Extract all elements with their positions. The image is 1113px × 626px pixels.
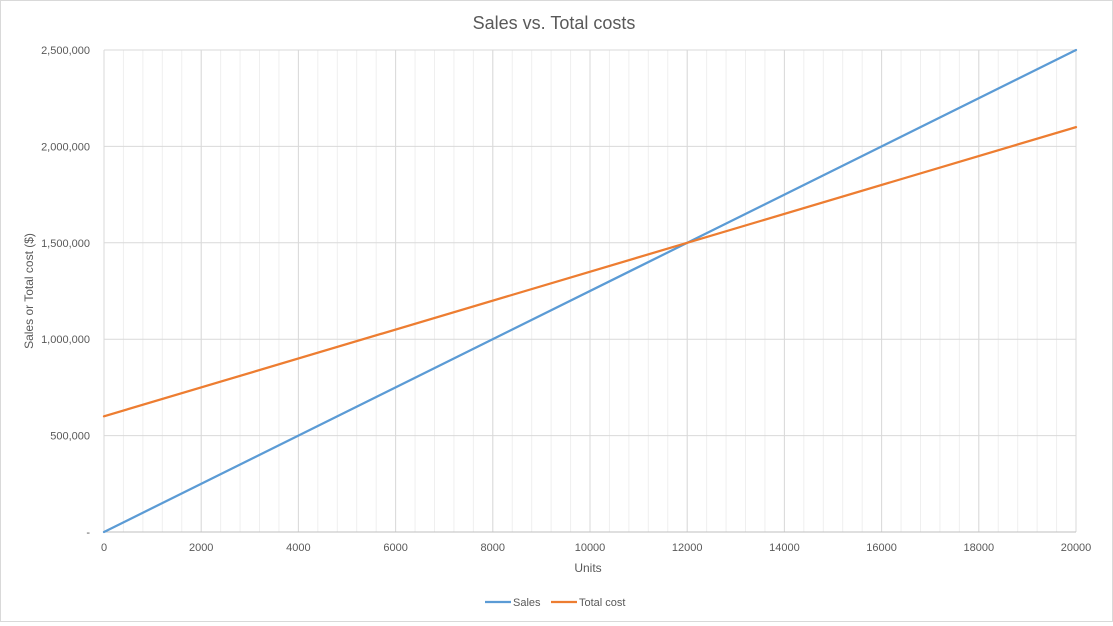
y-tick-label: 1,000,000 xyxy=(41,334,90,346)
tick-labels: 0 2000 4000 6000 8000 10000 12000 14000 16000 180… xyxy=(41,45,1091,554)
x-tick-label: 18000 xyxy=(964,542,995,554)
x-tick-label: 4000 xyxy=(286,542,310,554)
legend: Sales Total cost xyxy=(485,597,625,609)
legend-item-sales: Sales xyxy=(485,597,541,609)
y-tick-label: 2,500,000 xyxy=(41,45,90,57)
series-line-total-cost xyxy=(102,125,1078,418)
y-tick-label: - xyxy=(86,527,90,539)
x-tick-label: 14000 xyxy=(769,542,800,554)
y-tick-label: 1,500,000 xyxy=(41,238,90,250)
y-tick-label: 500,000 xyxy=(50,431,90,443)
series-lines xyxy=(102,48,1078,534)
x-tick-label: 6000 xyxy=(383,542,407,554)
chart-title: Sales vs. Total costs xyxy=(473,13,636,33)
gridlines xyxy=(103,49,1077,533)
x-tick-label: 0 xyxy=(101,542,107,554)
series-line-sales xyxy=(102,48,1078,534)
x-tick-label: 10000 xyxy=(575,542,606,554)
y-axis-title: Sales or Total cost ($) xyxy=(22,233,36,349)
legend-label: Sales xyxy=(513,597,541,609)
x-tick-label: 8000 xyxy=(481,542,505,554)
legend-item-total-cost: Total cost xyxy=(551,597,625,609)
legend-label: Total cost xyxy=(579,597,625,609)
y-tick-label: 2,000,000 xyxy=(41,141,90,153)
x-tick-label: 2000 xyxy=(189,542,213,554)
x-tick-label: 16000 xyxy=(866,542,897,554)
x-tick-label: 20000 xyxy=(1061,542,1092,554)
x-tick-label: 12000 xyxy=(672,542,703,554)
x-axis-title: Units xyxy=(574,561,601,575)
